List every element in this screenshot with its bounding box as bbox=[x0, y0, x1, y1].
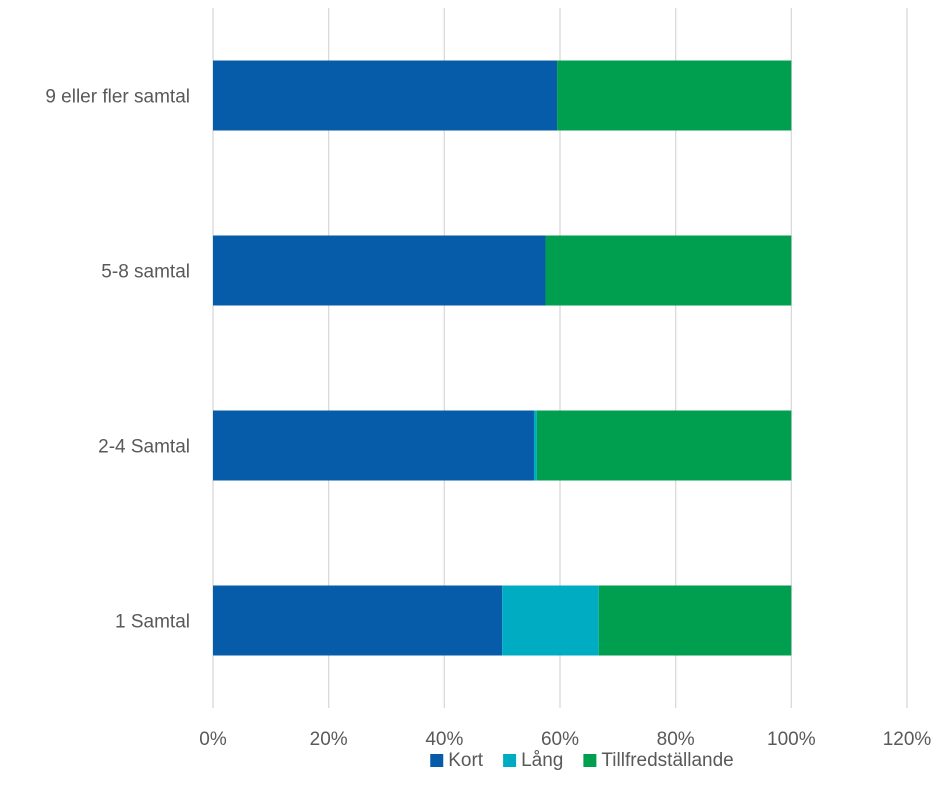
x-tick-label: 0% bbox=[199, 729, 227, 750]
category-label: 9 eller fler samtal bbox=[45, 87, 190, 108]
legend-swatch bbox=[583, 754, 597, 767]
x-axis-tick-labels: 0% 20% 40% 60% 80% 100% 120% bbox=[199, 729, 931, 750]
bar-kort-0 bbox=[213, 585, 503, 656]
category-labels: 1 Samtal 2-4 Samtal 5-8 samtal 9 eller fler… bbox=[45, 87, 190, 633]
bar-l-ng-1 bbox=[533, 410, 537, 481]
x-tick-label: 120% bbox=[883, 729, 932, 750]
bar-tillfredst-llande-1 bbox=[536, 410, 792, 481]
bar-kort-1 bbox=[213, 410, 534, 481]
bar-tillfredst-llande-0 bbox=[598, 585, 792, 656]
bar-l-ng-0 bbox=[502, 585, 599, 656]
bar-kort-3 bbox=[213, 60, 558, 131]
bar-kort-2 bbox=[213, 235, 546, 306]
category-label: 1 Samtal bbox=[115, 612, 190, 633]
legend: Kort Lång Tillfredställande bbox=[430, 750, 734, 771]
legend-item: Lång bbox=[503, 750, 563, 771]
legend-swatch bbox=[430, 754, 444, 767]
x-tick-label: 80% bbox=[657, 729, 695, 750]
category-label: 5-8 samtal bbox=[101, 262, 190, 283]
bar-tillfredst-llande-3 bbox=[557, 60, 792, 131]
legend-label: Kort bbox=[448, 750, 484, 771]
bar-tillfredst-llande-2 bbox=[545, 235, 792, 306]
legend-swatch bbox=[503, 754, 517, 767]
legend-label: Tillfredställande bbox=[601, 750, 733, 771]
legend-item: Tillfredställande bbox=[583, 750, 734, 771]
legend-label: Lång bbox=[521, 750, 563, 771]
x-tick-label: 60% bbox=[541, 729, 579, 750]
category-label: 2-4 Samtal bbox=[98, 437, 190, 458]
x-tick-label: 100% bbox=[767, 729, 816, 750]
x-tick-label: 20% bbox=[310, 729, 348, 750]
bars bbox=[213, 60, 792, 656]
legend-item: Kort bbox=[430, 750, 484, 771]
x-tick-label: 40% bbox=[425, 729, 463, 750]
